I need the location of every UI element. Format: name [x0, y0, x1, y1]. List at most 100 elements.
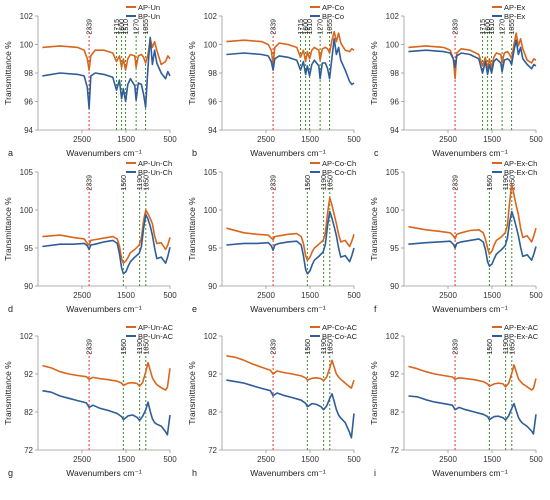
y-tick-label: 72 — [208, 446, 217, 455]
y-tick-label: 95 — [24, 244, 33, 253]
band-marker-label: 1510 — [123, 19, 130, 35]
y-tick-label: 105 — [204, 168, 218, 177]
band-marker-label: 2339 — [271, 339, 278, 355]
band-marker-label: 1050 — [143, 339, 150, 355]
x-tick-label: 2500 — [73, 291, 91, 300]
y-axis-title: Transmittance % — [369, 197, 379, 261]
x-tick-label: 500 — [163, 455, 177, 464]
y-tick-label: 92 — [208, 370, 217, 379]
band-marker-label: 1190 — [321, 175, 328, 190]
band-marker-label: 2339 — [453, 19, 460, 35]
series-line-ap — [408, 32, 537, 80]
legend-label: BP-Un — [138, 12, 160, 21]
y-tick-label: 72 — [390, 446, 399, 455]
y-tick-label: 98 — [390, 69, 399, 78]
x-axis-title: Wavenumbers cm⁻¹ — [432, 148, 508, 158]
x-tick-label: 2500 — [439, 135, 457, 144]
series-line-ap — [226, 197, 355, 262]
band-marker-label: 1050 — [509, 175, 516, 191]
band-marker-label: 1270 — [318, 19, 325, 35]
y-axis-title: Transmittance % — [187, 197, 197, 261]
x-axis-title: Wavenumbers cm⁻¹ — [250, 148, 326, 158]
x-tick-label: 2500 — [73, 135, 91, 144]
band-marker-label: 1560 — [305, 339, 312, 355]
series-line-bp — [408, 39, 537, 76]
series-line-bp — [226, 379, 355, 439]
y-tick-label: 102 — [386, 332, 400, 341]
y-tick-label: 98 — [24, 69, 33, 78]
x-axis-title: Wavenumbers cm⁻¹ — [66, 304, 142, 314]
y-tick-label: 82 — [390, 408, 399, 417]
x-tick-label: 1500 — [117, 135, 135, 144]
band-marker-label: 2339 — [453, 175, 460, 191]
legend-label: BP-Ex-AC — [504, 332, 539, 341]
x-axis-title: Wavenumbers cm⁻¹ — [66, 148, 142, 158]
y-tick-label: 96 — [208, 98, 217, 107]
y-tick-label: 100 — [204, 206, 218, 215]
x-tick-label: 1500 — [301, 455, 319, 464]
panel-letter: b — [192, 148, 197, 158]
band-marker-label: 1050 — [143, 175, 150, 191]
series-line-ap — [42, 209, 171, 265]
y-axis-title: Transmittance % — [3, 197, 13, 261]
legend-label: BP-Co-Ch — [322, 168, 356, 177]
band-marker-label: 2339 — [87, 19, 94, 35]
chart-panel-b: 94 96 98 100 102 2500 1500 500 Wavenumbers cm⁻¹ T… — [187, 3, 361, 158]
series-line-bp — [408, 210, 537, 268]
legend-label: AP-Un — [138, 3, 160, 12]
y-axis-title: Transmittance % — [187, 361, 197, 425]
panel-letter: a — [8, 148, 13, 158]
band-marker-label: 1560 — [121, 339, 128, 355]
band-marker-label: 1190 — [503, 175, 510, 190]
x-tick-label: 2500 — [257, 291, 275, 300]
x-tick-label: 500 — [529, 455, 543, 464]
band-marker-label: 1600 — [303, 19, 310, 35]
series-line-ap — [408, 364, 537, 391]
series-line-bp — [42, 36, 171, 110]
series-line-ap — [226, 355, 355, 389]
x-tick-label: 2500 — [257, 135, 275, 144]
y-axis-title: Transmittance % — [369, 361, 379, 425]
series-line-bp — [226, 37, 355, 86]
chart-panel-e: 90 95 100 105 2500 1500 500 Wavenumbers cm⁻¹ Tra… — [187, 159, 361, 314]
band-marker-label: 1055 — [327, 19, 334, 35]
y-tick-label: 102 — [20, 12, 34, 21]
band-marker-label: 1050 — [509, 339, 516, 355]
y-tick-label: 96 — [390, 98, 399, 107]
y-tick-label: 100 — [204, 41, 218, 50]
x-tick-label: 500 — [347, 455, 361, 464]
x-tick-label: 500 — [347, 291, 361, 300]
y-tick-label: 98 — [208, 69, 217, 78]
y-tick-label: 90 — [390, 282, 399, 291]
band-marker-label: 1270 — [134, 19, 141, 35]
y-tick-label: 105 — [20, 168, 34, 177]
panel-letter: h — [192, 468, 197, 478]
x-tick-label: 2500 — [439, 455, 457, 464]
chart-panel-c: 94 96 98 100 102 2500 1500 500 Wavenumbers cm⁻¹ T… — [369, 3, 543, 158]
band-marker-label: 1190 — [137, 175, 144, 190]
y-tick-label: 100 — [386, 206, 400, 215]
series-line-ap — [42, 37, 171, 71]
y-tick-label: 94 — [390, 126, 399, 135]
y-tick-label: 100 — [20, 206, 34, 215]
legend-label: BP-Co — [322, 12, 344, 21]
x-axis-title: Wavenumbers cm⁻¹ — [66, 468, 142, 478]
y-tick-label: 100 — [20, 41, 34, 50]
x-tick-label: 2500 — [439, 291, 457, 300]
y-tick-label: 102 — [20, 332, 34, 341]
legend-label: AP-Co-AC — [322, 323, 358, 332]
y-tick-label: 100 — [386, 41, 400, 50]
band-marker-label: 2339 — [87, 175, 94, 191]
series-line-bp — [408, 395, 537, 435]
legend-label: BP-Ex — [504, 12, 526, 21]
y-tick-label: 94 — [208, 126, 217, 135]
y-tick-label: 90 — [208, 282, 217, 291]
x-axis-title: Wavenumbers cm⁻¹ — [250, 304, 326, 314]
legend-label: BP-Un-Ch — [138, 168, 172, 177]
y-axis-title: Transmittance % — [3, 361, 13, 425]
band-marker-label: 1600 — [485, 19, 492, 35]
chart-panel-d: 90 95 100 105 2500 1500 500 Wavenumbers cm⁻¹ Tra… — [3, 159, 177, 314]
band-marker-label: 1560 — [487, 339, 494, 355]
series-line-ap — [42, 361, 171, 391]
